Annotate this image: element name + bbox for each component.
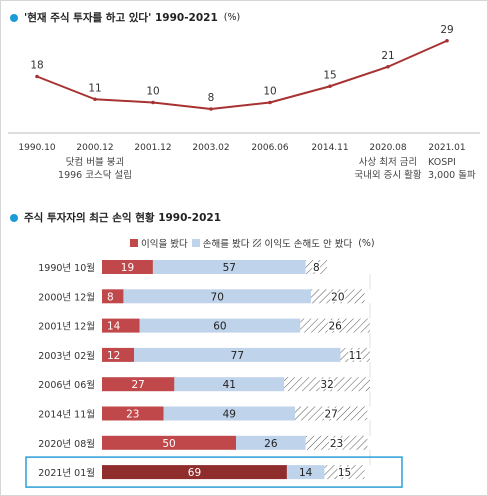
line-x-tick-label: 1990.10: [18, 143, 55, 153]
line-point: [35, 74, 39, 79]
legend-unit: (%): [358, 237, 375, 249]
line-point: [445, 38, 449, 43]
line-x-tick-label: 2003.02: [192, 143, 229, 153]
line-value-label: 11: [88, 82, 101, 94]
line-value-label: 18: [30, 60, 43, 72]
line-x-tick-label: 2020.08: [369, 143, 406, 153]
line-value-label: 21: [381, 50, 394, 62]
line-annotation: 1996 코스닥 설립: [58, 169, 132, 181]
bullet-dot-icon: [10, 13, 18, 22]
line-annotation: KOSPI: [428, 157, 456, 168]
legend-item-loss: 손해를 봤다: [191, 236, 250, 250]
line-x-tick-label: 2014.11: [311, 143, 348, 153]
line-value-label: 10: [263, 86, 276, 98]
bar-chart-title: 주식 투자자의 최근 손익 현황 1990-2021: [10, 210, 221, 225]
line-annotation: 닷컴 버블 붕괴: [66, 156, 124, 168]
line-point: [93, 97, 97, 102]
legend-label-profit: 이익을 봤다: [141, 239, 188, 250]
line-point: [386, 64, 390, 69]
legend-swatch-loss: [191, 239, 200, 247]
legend-swatch-profit: [130, 239, 138, 247]
line-value-label: 10: [146, 86, 159, 98]
bar-chart-legend: 이익을 봤다 손해를 봤다 이익도 손해도 안 봤다 (%): [130, 236, 375, 250]
legend-item-profit: 이익을 봤다: [130, 236, 188, 250]
line-x-tick-label: 2006.06: [251, 143, 288, 153]
bullet-dot-icon: [10, 213, 18, 222]
line-annotation: 사상 최저 금리: [359, 157, 417, 168]
line-point: [268, 100, 272, 105]
line-point: [328, 84, 332, 89]
line-value-label: 29: [440, 24, 453, 36]
legend-label-loss: 손해를 봤다: [202, 239, 250, 250]
line-value-label: 8: [208, 92, 215, 104]
line-annotation: 국내외 증시 활황: [354, 169, 421, 181]
line-annotation: 3,000 돌파: [428, 170, 476, 181]
line-chart: 18 1990.10 11 2000.12 10 2001.12 8 2003.02 10 200…: [8, 24, 480, 181]
line-chart-title: '현재 주식 투자를 하고 있다' 1990-2021 (%): [10, 10, 240, 25]
legend-label-neither: 이익도 손해도 안 봤다: [264, 239, 353, 250]
legend-swatch-neither: [253, 239, 262, 247]
line-x-tick-label: 2000.12: [76, 143, 113, 153]
line-value-label: 15: [323, 69, 336, 81]
bar-chart-title-text: 주식 투자자의 최근 손익 현황 1990-2021: [24, 212, 222, 224]
line-chart-unit: (%): [223, 12, 241, 23]
legend-item-neither: 이익도 손해도 안 봤다: [253, 236, 352, 250]
line-series: [36, 39, 448, 110]
line-chart-title-text: '현재 주식 투자를 하고 있다' 1990-2021: [24, 12, 218, 24]
line-x-tick-label: 2021.01: [428, 143, 465, 153]
line-point: [209, 107, 213, 111]
line-x-tick-label: 2001.12: [134, 143, 171, 153]
line-point: [151, 100, 155, 105]
